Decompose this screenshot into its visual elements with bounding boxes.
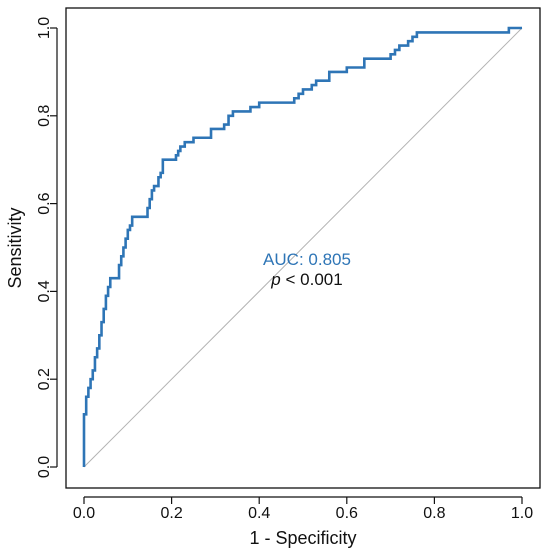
auc-annotation: AUC: 0.805 (263, 250, 351, 269)
roc-curve (82, 26, 522, 467)
x-tick-label: 0.0 (73, 505, 95, 522)
y-tick-label: 0.2 (36, 368, 53, 390)
y-tick-label: 0.6 (36, 192, 53, 214)
y-tick-label: 0.8 (36, 105, 53, 127)
x-axis-title: 1 - Specificity (249, 528, 356, 548)
p-value-text: < 0.001 (281, 270, 343, 289)
x-tick-label: 0.2 (160, 505, 182, 522)
p-value-annotation: p < 0.001 (270, 270, 342, 289)
p-symbol: p (270, 270, 280, 289)
x-tick-label: 1.0 (511, 505, 533, 522)
reference-diagonal-line (83, 27, 523, 468)
x-tick-label: 0.6 (336, 505, 358, 522)
roc-curve-layer (82, 26, 522, 467)
y-tick-label: 0.0 (36, 456, 53, 478)
x-axis: 0.0 0.2 0.4 0.6 0.8 1.0 (73, 496, 533, 522)
x-tick-label: 0.4 (248, 505, 270, 522)
x-tick-label: 0.8 (423, 505, 445, 522)
y-axis: 0.0 0.2 0.4 0.6 0.8 1.0 (36, 17, 58, 478)
y-tick-label: 0.4 (36, 280, 53, 302)
reference-layer (83, 27, 523, 468)
y-axis-title: Sensitivity (5, 207, 25, 288)
y-tick-label: 1.0 (36, 17, 53, 39)
